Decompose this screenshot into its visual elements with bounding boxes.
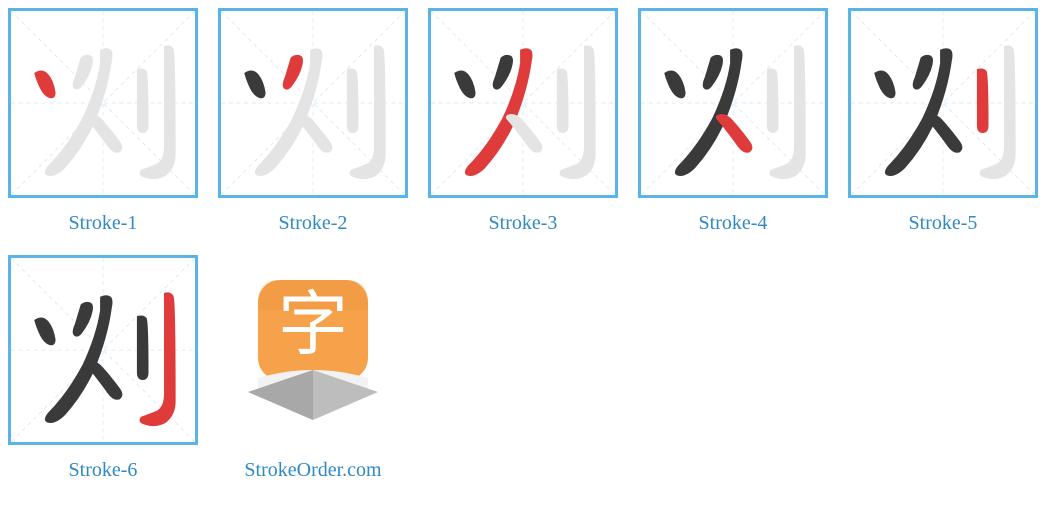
stroke-1 [34,317,55,345]
logo-tile: 字 [218,255,408,445]
glyph [11,11,195,195]
stroke-cell-6: Stroke-6 [8,255,198,482]
stroke-cell-1: Stroke-1 [8,8,198,235]
stroke-5 [557,68,569,133]
stroke-2 [73,55,93,90]
stroke-2 [913,55,933,90]
logo-char: 字 [278,270,348,369]
stroke-caption-6: Stroke-6 [69,459,138,482]
stroke-caption-5: Stroke-5 [909,212,978,235]
stroke-4 [926,114,962,153]
glyph [431,11,615,195]
stroke-1 [454,70,475,98]
glyph [851,11,1035,195]
logo-icon: 字 [238,270,388,430]
stroke-1 [34,70,55,98]
stroke-5 [977,68,989,133]
stroke-5 [137,315,149,380]
stroke-4 [716,114,752,153]
stroke-4 [86,114,122,153]
stroke-cell-3: Stroke-3 [428,8,618,235]
stroke-cell-5: Stroke-5 [848,8,1038,235]
stroke-cell-4: Stroke-4 [638,8,828,235]
stroke-2 [73,302,93,337]
stroke-tile-1 [8,8,198,198]
stroke-5 [347,68,359,133]
stroke-caption-1: Stroke-1 [69,212,138,235]
stroke-2 [703,55,723,90]
stroke-caption-3: Stroke-3 [489,212,558,235]
stroke-4 [296,114,332,153]
stroke-tile-4 [638,8,828,198]
glyph [11,258,195,442]
glyph [221,11,405,195]
stroke-2 [493,55,513,90]
logo-caption: StrokeOrder.com [244,459,381,482]
stroke-tile-5 [848,8,1038,198]
stroke-1 [874,70,895,98]
stroke-grid: Stroke-1 Stroke-2 Stroke-3 Stroke-4 [8,8,1042,482]
stroke-4 [86,361,122,400]
stroke-5 [767,68,779,133]
stroke-5 [137,68,149,133]
stroke-tile-2 [218,8,408,198]
glyph [641,11,825,195]
stroke-tile-3 [428,8,618,198]
logo-cell: 字 StrokeOrder.com [218,255,408,482]
stroke-cell-2: Stroke-2 [218,8,408,235]
stroke-caption-2: Stroke-2 [279,212,348,235]
stroke-1 [664,70,685,98]
stroke-4 [506,114,542,153]
stroke-2 [283,55,303,90]
stroke-caption-4: Stroke-4 [699,212,768,235]
stroke-tile-6 [8,255,198,445]
stroke-1 [244,70,265,98]
